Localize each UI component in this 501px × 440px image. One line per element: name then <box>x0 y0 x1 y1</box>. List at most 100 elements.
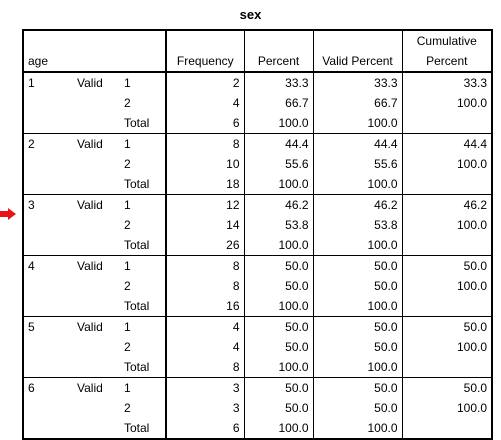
valid-percent-value: 44.4 <box>312 133 403 154</box>
valid-cell-empty <box>73 296 120 317</box>
percent-value: 50.0 <box>243 316 314 337</box>
table-row: 2 14 53.8 53.8 100.0 <box>22 215 494 235</box>
age-label: 6 <box>22 377 73 398</box>
frequency-value: 6 <box>165 113 245 134</box>
valid-cell-empty <box>73 357 120 378</box>
table-row: Total 16 100.0 100.0 <box>22 296 494 317</box>
table-title: sex <box>239 7 262 22</box>
percent-value: 66.7 <box>243 93 314 113</box>
category-label: 2 <box>124 340 131 354</box>
valid-percent-value: 66.7 <box>312 93 403 113</box>
valid-percent-value: 100.0 <box>312 418 403 440</box>
table-row: Total 6 100.0 100.0 <box>22 113 494 134</box>
frequency-value: 14 <box>165 215 245 235</box>
category-label: Total <box>124 177 150 191</box>
table-row: Total 8 100.0 100.0 <box>22 357 494 378</box>
age-label: 2 <box>22 133 73 154</box>
col-header-cumulative-percent: Cumulative Percent <box>401 29 494 72</box>
valid-percent-value: 100.0 <box>312 357 403 378</box>
frequency-value: 4 <box>165 337 245 357</box>
frequency-value: 10 <box>165 154 245 174</box>
age-cell-empty <box>22 215 73 235</box>
valid-label: Valid <box>73 377 120 398</box>
category-label: Total <box>124 238 150 252</box>
percent-value: 100.0 <box>243 235 314 256</box>
category-label: 2 <box>124 279 131 293</box>
category-label: 2 <box>124 401 131 415</box>
percent-value: 50.0 <box>243 337 314 357</box>
valid-percent-value: 50.0 <box>312 316 403 337</box>
category-label: Total <box>124 299 150 313</box>
percent-value: 50.0 <box>243 377 314 398</box>
cumulative-percent-value: 33.3 <box>401 71 494 93</box>
age-label: 4 <box>22 255 73 276</box>
valid-label: Valid <box>73 133 120 154</box>
cumulative-percent-value: 100.0 <box>401 276 494 296</box>
cumulative-percent-value: 100.0 <box>401 93 494 113</box>
cumulative-percent-value <box>401 296 494 317</box>
percent-value: 33.3 <box>243 71 314 93</box>
frequency-value: 2 <box>165 71 245 93</box>
valid-percent-value: 50.0 <box>312 337 403 357</box>
table-row: 2 4 50.0 50.0 100.0 <box>22 337 494 357</box>
age-cell-empty <box>22 418 73 440</box>
category-label: 2 <box>124 96 131 110</box>
red-arrow-right-icon <box>0 208 16 220</box>
cumulative-percent-value: 46.2 <box>401 194 494 215</box>
percent-value: 55.6 <box>243 154 314 174</box>
row-header-age: age <box>21 29 167 72</box>
valid-cell-empty <box>73 215 120 235</box>
valid-cell-empty <box>73 154 120 174</box>
age-cell-empty <box>22 398 73 418</box>
cumulative-percent-value <box>401 357 494 378</box>
col-header-frequency: Frequency <box>165 29 245 72</box>
valid-label: Valid <box>73 255 120 276</box>
percent-value: 100.0 <box>243 357 314 378</box>
table-row: 2 8 50.0 50.0 100.0 <box>22 276 494 296</box>
age-cell-empty <box>22 357 73 378</box>
frequency-value: 3 <box>165 377 245 398</box>
category-label: 2 <box>124 218 131 232</box>
table-row: 5 Valid 1 4 50.0 50.0 50.0 <box>22 316 494 337</box>
valid-percent-value: 100.0 <box>312 174 403 195</box>
table-row: 2 Valid 1 8 44.4 44.4 44.4 <box>22 133 494 154</box>
valid-percent-value: 50.0 <box>312 377 403 398</box>
valid-label: Valid <box>73 194 120 215</box>
cumulative-percent-value <box>401 174 494 195</box>
category-label: 1 <box>120 377 167 398</box>
frequency-value: 8 <box>165 276 245 296</box>
valid-cell-empty <box>73 235 120 256</box>
table-row: Total 6 100.0 100.0 <box>22 418 494 440</box>
valid-cell-empty <box>73 418 120 440</box>
category-label: 1 <box>120 133 167 154</box>
valid-cell-empty <box>73 174 120 195</box>
percent-value: 100.0 <box>243 113 314 134</box>
category-label: 1 <box>120 316 167 337</box>
frequency-value: 4 <box>165 93 245 113</box>
percent-value: 50.0 <box>243 276 314 296</box>
age-label: 1 <box>22 71 73 93</box>
table-row: Total 26 100.0 100.0 <box>22 235 494 256</box>
age-cell-empty <box>22 337 73 357</box>
age-cell-empty <box>22 154 73 174</box>
cumulative-percent-value: 50.0 <box>401 255 494 276</box>
frequency-value: 6 <box>165 418 245 440</box>
valid-percent-value: 46.2 <box>312 194 403 215</box>
valid-percent-value: 55.6 <box>312 154 403 174</box>
percent-value: 100.0 <box>243 174 314 195</box>
table-row: 1 Valid 1 2 33.3 33.3 33.3 <box>22 71 494 93</box>
cumulative-percent-value: 44.4 <box>401 133 494 154</box>
valid-percent-value: 100.0 <box>312 113 403 134</box>
table-row: 4 Valid 1 8 50.0 50.0 50.0 <box>22 255 494 276</box>
table-row: 2 3 50.0 50.0 100.0 <box>22 398 494 418</box>
age-cell-empty <box>22 235 73 256</box>
category-label: 2 <box>124 157 131 171</box>
cumulative-percent-value: 50.0 <box>401 377 494 398</box>
frequency-value: 26 <box>165 235 245 256</box>
valid-percent-value: 33.3 <box>312 71 403 93</box>
valid-percent-value: 100.0 <box>312 235 403 256</box>
age-cell-empty <box>22 113 73 134</box>
valid-percent-value: 100.0 <box>312 296 403 317</box>
cumulative-percent-value: 100.0 <box>401 154 494 174</box>
valid-percent-value: 50.0 <box>312 255 403 276</box>
